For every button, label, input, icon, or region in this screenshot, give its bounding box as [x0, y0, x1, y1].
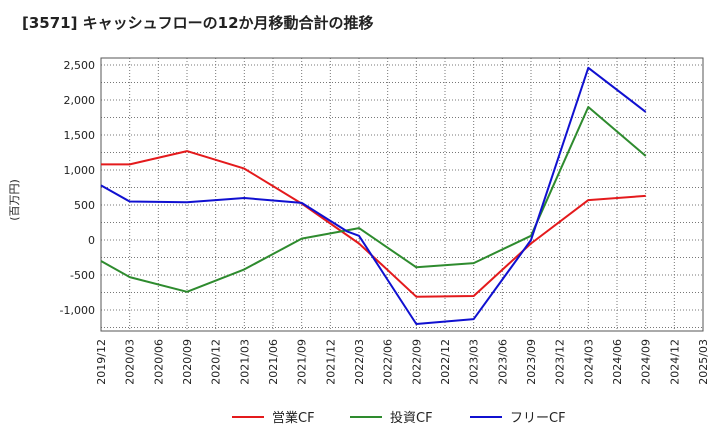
y-tick-label: -500: [70, 269, 95, 282]
x-tick-label: 2021/09: [296, 339, 309, 385]
x-tick-label: 2020/12: [210, 339, 223, 385]
y-axis-label: (百万円): [8, 179, 21, 221]
x-tick-label: 2022/09: [410, 339, 423, 385]
x-tick-label: 2023/12: [554, 339, 567, 385]
y-tick-label: 0: [88, 234, 95, 247]
legend-label: 営業CF: [272, 410, 315, 426]
x-tick-label: 2021/06: [267, 339, 280, 385]
legend-label: 投資CF: [390, 410, 433, 426]
legend: 営業CF 投資CF フリーCF: [232, 410, 566, 426]
x-tick-label: 2020/09: [181, 339, 194, 385]
x-tick-label: 2025/03: [697, 339, 710, 385]
x-tick-label: 2022/06: [382, 339, 395, 385]
y-tick-label: 2,500: [64, 59, 96, 72]
x-tick-label: 2024/03: [582, 339, 595, 385]
x-tick-label: 2023/06: [496, 339, 509, 385]
series-line: [100, 106, 647, 293]
x-tick-label: 2023/03: [468, 339, 481, 385]
series-line: [101, 150, 646, 298]
x-tick-label: 2024/12: [668, 339, 681, 385]
y-tick-label: 2,000: [64, 94, 96, 107]
x-tick-label: 2024/06: [611, 339, 624, 385]
x-tick-label: 2023/09: [525, 339, 538, 385]
x-axis-ticks: 2019/12 2020/03 2020/06 2020/09 2020/12 2021/…: [95, 339, 710, 385]
series-line: [100, 66, 647, 325]
y-tick-label: 1,500: [64, 129, 96, 142]
y-tick-label: 500: [74, 199, 95, 212]
x-tick-label: 2021/03: [238, 339, 251, 385]
series-lines: [100, 66, 647, 325]
x-tick-label: 2022/03: [353, 339, 366, 385]
x-tick-label: 2020/03: [124, 339, 137, 385]
y-tick-label: -1,000: [60, 304, 95, 317]
chart-title: [3571] キャッシュフローの12か月移動合計の推移: [22, 14, 374, 32]
x-tick-label: 2020/06: [152, 339, 165, 385]
x-tick-label: 2019/12: [95, 339, 108, 385]
y-tick-label: 1,000: [64, 164, 96, 177]
plot-frame: [100, 57, 704, 332]
x-tick-label: 2021/12: [324, 339, 337, 385]
x-tick-label: 2022/12: [439, 339, 452, 385]
legend-label: フリーCF: [510, 411, 566, 426]
x-tick-label: 2024/09: [640, 339, 653, 385]
y-axis-ticks: 2,500 2,000 1,500 1,000 500 0 -500 -1,000: [60, 59, 95, 317]
